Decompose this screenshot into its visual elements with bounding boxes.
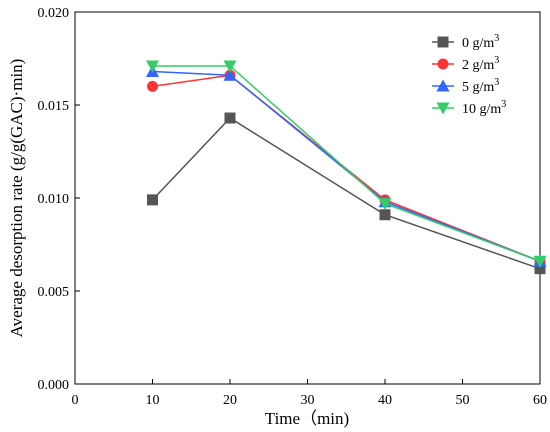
series-0 [147,112,546,275]
y-tick-label: 0.015 [38,99,70,114]
y-tick-label: 0.005 [38,285,70,300]
legend-marker [436,102,450,115]
series-line [152,65,541,262]
data-point [147,194,158,206]
data-point [224,112,236,124]
data-point [147,80,158,92]
y-tick-label: 0.000 [38,378,70,393]
data-point [534,263,546,275]
x-axis-title: Time（min) [265,409,349,428]
legend-item: 5 g/m3 [432,77,499,95]
data-point [533,255,547,268]
x-axis: 0 10 20 30 40 50 60 [72,379,547,408]
series-layer [146,60,547,275]
data-point [223,68,237,81]
data-point [379,209,391,221]
x-tick-label: 0 [72,393,79,408]
data-point [378,198,392,211]
x-tick-label: 10 [146,393,160,408]
series-3 [146,60,547,268]
data-point [223,60,237,73]
y-tick-label: 0.020 [38,6,70,21]
legend-label: 10 g/m3 [462,99,506,117]
x-tick-label: 50 [456,393,470,408]
y-tick-label: 0.010 [38,192,70,207]
y-axis: 0.000 0.005 0.010 0.015 0.020 [38,6,80,393]
legend-item: 10 g/m3 [432,99,506,117]
legend-label: 2 g/m3 [462,55,499,73]
legend-marker [437,36,449,48]
x-tick-label: 60 [533,393,547,408]
x-tick-label: 20 [223,393,237,408]
legend-label: 0 g/m3 [462,33,499,51]
x-tick-label: 30 [301,393,315,408]
data-point [146,60,159,73]
legend-marker [436,79,450,92]
legend-item: 0 g/m3 [432,33,499,51]
legend-marker [437,58,449,70]
legend-item: 2 g/m3 [432,55,499,73]
series-2 [146,65,547,267]
legend-label: 5 g/m3 [462,77,499,95]
series-line [151,117,541,270]
series-line [152,70,541,262]
y-axis-title: Average desorption rate (g/g(GAC)·min) [7,59,26,338]
legend: 0 g/m3 2 g/m3 5 g/m3 10 g/m3 [432,33,506,117]
x-tick-label: 40 [378,393,392,408]
